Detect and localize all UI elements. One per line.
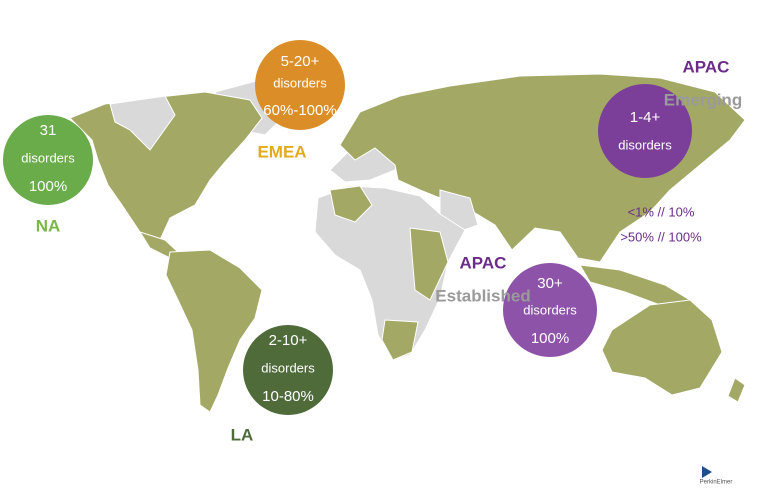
region-na: 31 disorders 100% NA [3, 115, 93, 235]
count: 31 [40, 122, 57, 139]
africa-north [329, 185, 373, 223]
region-la: 2-10+ disorders 10-80% LA [231, 325, 333, 444]
south-america [165, 249, 263, 413]
australia [601, 299, 723, 396]
coverage-note: <1% // 10% [628, 204, 695, 219]
region-apac-emerging: APAC Emerging 1-4+ disorders <1% // 10% … [598, 57, 742, 244]
canada-islands [109, 95, 176, 151]
unit: disorders [523, 302, 577, 317]
count: 1-4+ [630, 109, 661, 126]
region-circle [243, 325, 333, 415]
north-america [69, 91, 263, 241]
se-asia-islands [579, 264, 692, 306]
logo-text: PerkinElmer [700, 480, 733, 486]
region-subtitle: Established [435, 286, 530, 305]
unit: disorders [618, 137, 672, 152]
region-name: NA [36, 216, 61, 235]
coverage-note: >50% // 100% [620, 229, 702, 244]
count: 30+ [537, 275, 563, 292]
coverage: 60%-100% [263, 102, 336, 119]
new-zealand [727, 377, 746, 403]
region-name: APAC [683, 57, 730, 76]
region-circle [503, 263, 597, 357]
count: 2-10+ [269, 332, 308, 349]
africa-east [409, 227, 449, 301]
unit: disorders [21, 150, 75, 165]
unit: disorders [261, 360, 315, 375]
region-emea: 5-20+ disorders 60%-100% EMEA [255, 40, 345, 161]
region-apac-established: APAC 30+ disorders 100% Established [435, 253, 597, 357]
region-circle [3, 115, 93, 205]
logo: PerkinElmer [700, 466, 733, 486]
coverage: 10-80% [262, 388, 314, 405]
world-map [69, 73, 746, 413]
region-name: LA [231, 425, 254, 444]
region-circle [255, 40, 345, 130]
region-name: APAC [460, 253, 507, 272]
coverage: 100% [29, 178, 67, 195]
africa-south [381, 319, 419, 361]
region-circle [598, 84, 692, 178]
logo-mark [702, 466, 712, 478]
coverage: 100% [531, 330, 569, 347]
unit: disorders [273, 75, 327, 90]
region-name: EMEA [257, 142, 306, 161]
africa [314, 185, 466, 361]
count: 5-20+ [281, 53, 320, 70]
region-subtitle: Emerging [664, 90, 742, 109]
